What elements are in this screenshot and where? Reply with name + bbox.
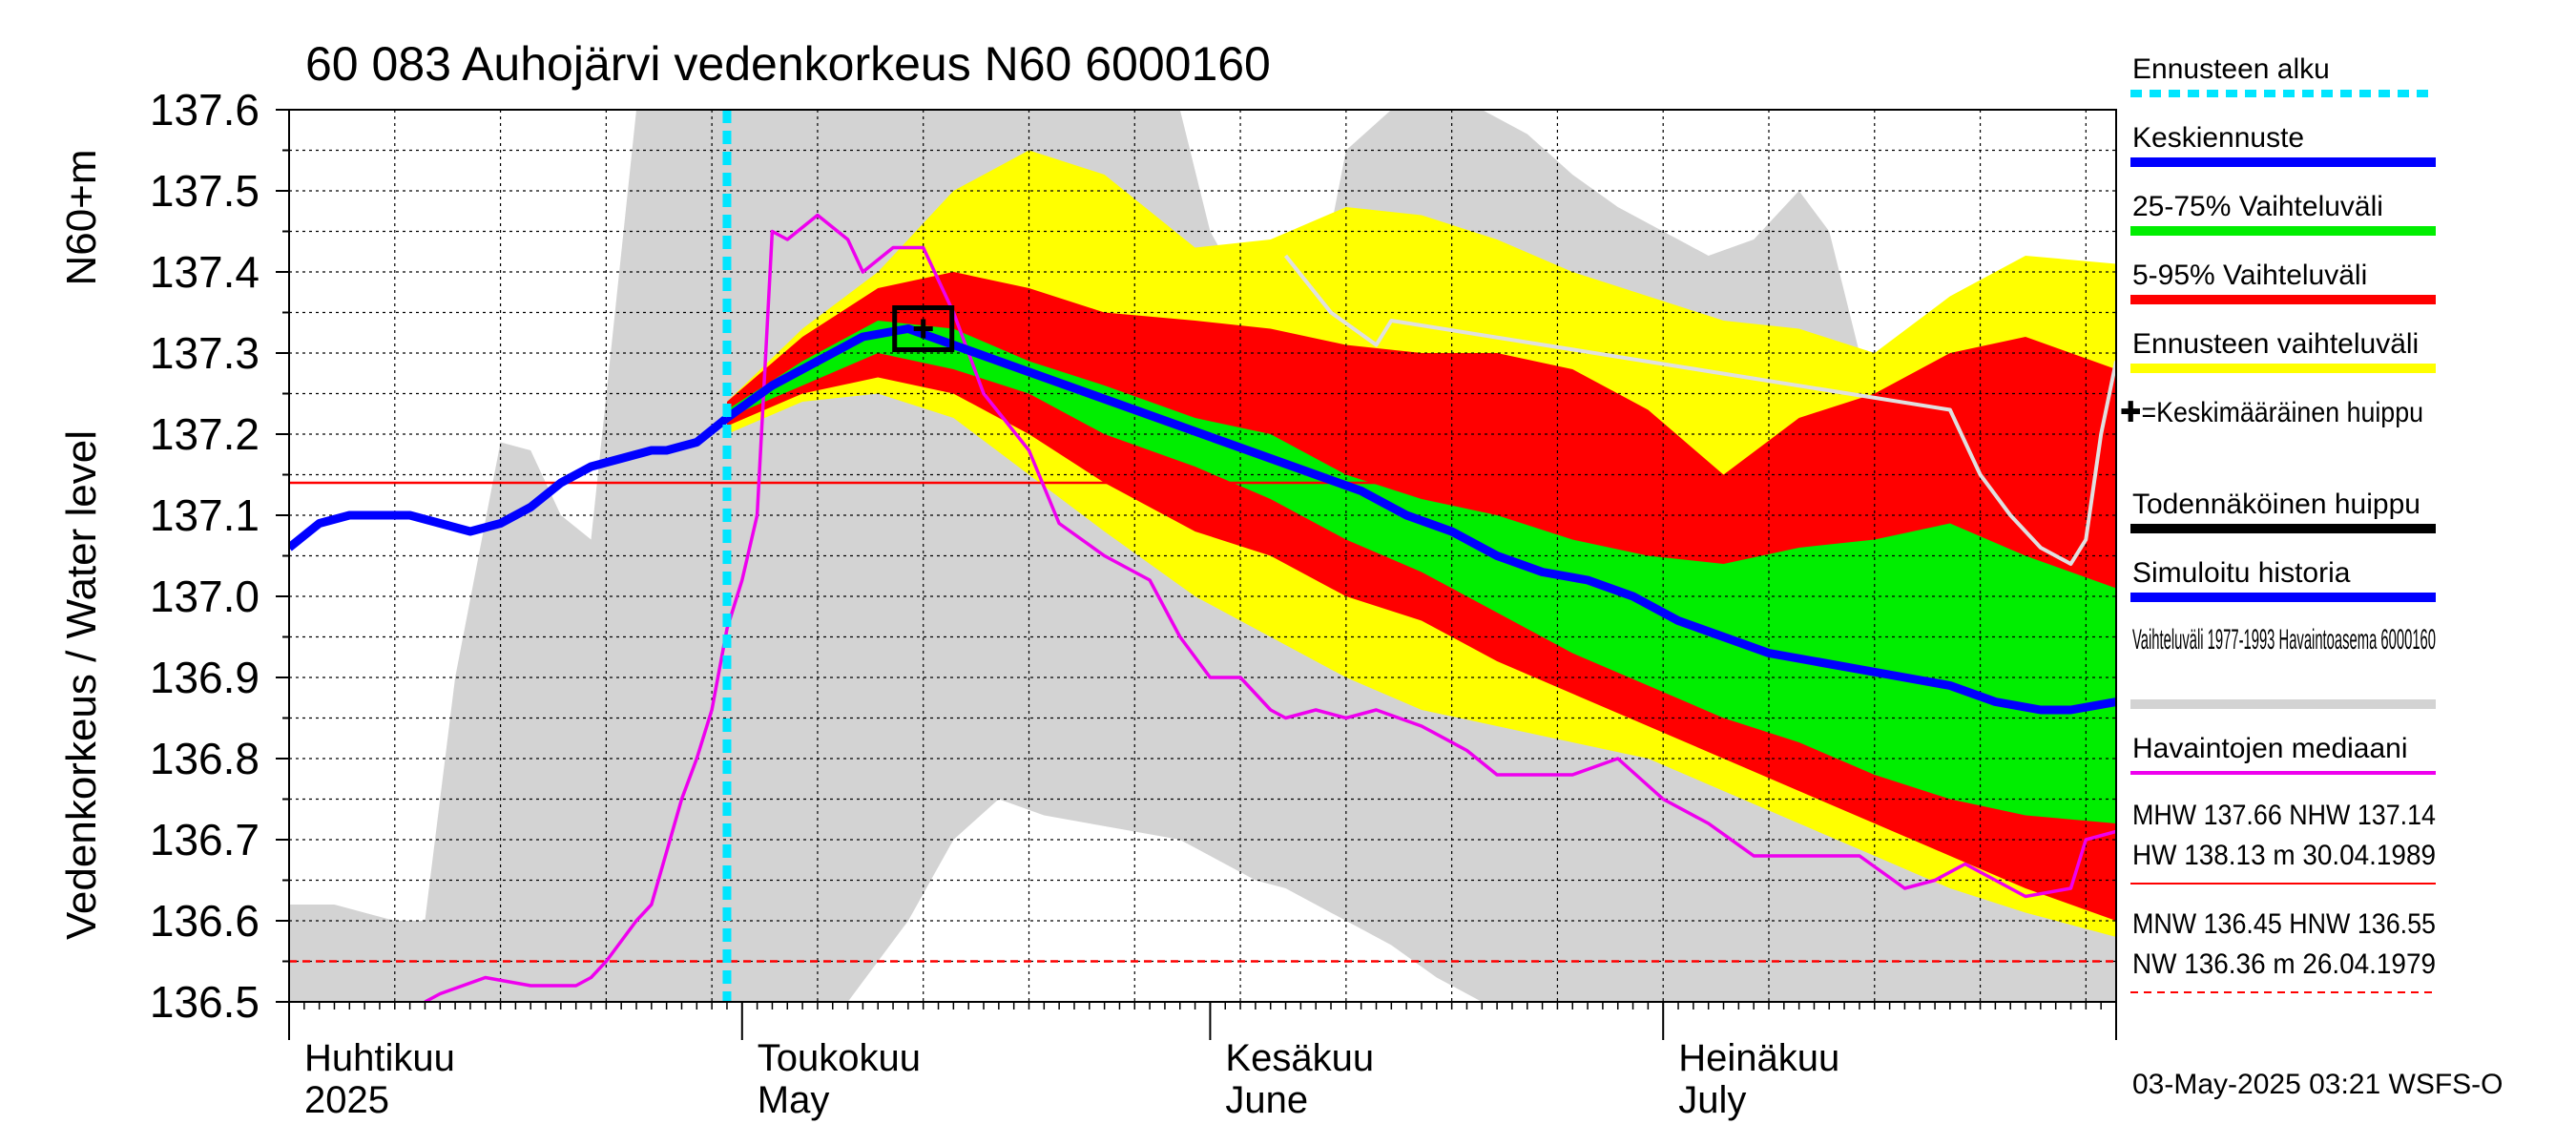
legend-label-forecast-start: Ennusteen alku bbox=[2132, 53, 2330, 85]
y-tick-label: 137.2 bbox=[150, 409, 260, 459]
legend-label-probable-peak: Todennäköinen huippu bbox=[2132, 489, 2420, 520]
x-month-label-en: July bbox=[1678, 1079, 1746, 1121]
y-tick-label: 137.6 bbox=[150, 85, 260, 135]
legend-label-simulated-history: Simuloitu historia bbox=[2132, 557, 2351, 589]
legend-label-observed-median: Havaintojen mediaani bbox=[2132, 733, 2408, 764]
grid-layer bbox=[289, 110, 2116, 1002]
x-month-label-en: June bbox=[1225, 1079, 1308, 1121]
y-axis-label: Vedenkorkeus / Water level bbox=[58, 430, 105, 940]
y-axis-unit-label: N60+m bbox=[58, 149, 105, 285]
simulated-history-line bbox=[289, 414, 730, 552]
stats-low-line-2: NW 136.36 m 26.04.1979 bbox=[2132, 948, 2436, 980]
y-tick-label: 137.4 bbox=[150, 247, 260, 297]
footer-timestamp: 03-May-2025 03:21 WSFS-O bbox=[2132, 1069, 2503, 1100]
x-month-label-fi: Heinäkuu bbox=[1678, 1037, 1839, 1079]
legend-label-25-75: 25-75% Vaihteluväli bbox=[2132, 191, 2383, 222]
x-month-label-fi: Kesäkuu bbox=[1225, 1037, 1374, 1079]
x-month-label-en: 2025 bbox=[304, 1079, 389, 1121]
mean-peak-marker bbox=[913, 319, 933, 339]
reference-lines-layer bbox=[289, 481, 2116, 963]
series-layer bbox=[289, 110, 2116, 1002]
x-month-label-fi: Toukokuu bbox=[758, 1037, 921, 1079]
legend: Ennusteen alku Keskiennuste 25-75% Vaiht… bbox=[2120, 53, 2436, 993]
plot-area bbox=[289, 110, 2116, 1002]
stats-low-line-1: MNW 136.45 HNW 136.55 bbox=[2132, 908, 2436, 940]
y-tick-label: 136.7 bbox=[150, 815, 260, 864]
chart-title: 60 083 Auhojärvi vedenkorkeus N60 600016… bbox=[305, 37, 1271, 91]
marker-layer bbox=[892, 305, 955, 352]
stats-high-line-2: HW 138.13 m 30.04.1989 bbox=[2132, 840, 2436, 871]
x-month-label-fi: Huhtikuu bbox=[304, 1037, 455, 1079]
legend-label-forecast-range: Ennusteen vaihteluväli bbox=[2132, 328, 2419, 360]
legend-label-history-range: Vaihteluväli 1977-1993 Havaintoasema 600… bbox=[2132, 624, 2436, 656]
legend-label-mean-peak: ✚=Keskimääräinen huippu bbox=[2120, 397, 2423, 428]
probable-peak-box bbox=[892, 305, 955, 352]
observed-median-line bbox=[424, 213, 2116, 1002]
y-tick-label: 137.5 bbox=[150, 166, 260, 216]
y-axis: 137.6 137.5 137.4 137.3 137.2 137.1 137.0 136.9… bbox=[150, 85, 289, 1027]
history-upper-envelope-line bbox=[1283, 254, 2116, 566]
y-tick-label: 136.5 bbox=[150, 977, 260, 1027]
y-tick-label: 136.6 bbox=[150, 896, 260, 946]
y-tick-label: 137.0 bbox=[150, 572, 260, 621]
mean-forecast-line bbox=[724, 324, 2116, 715]
x-month-label-en: May bbox=[758, 1079, 830, 1121]
y-tick-label: 136.9 bbox=[150, 653, 260, 702]
legend-label-5-95: 5-95% Vaihteluväli bbox=[2132, 260, 2367, 291]
y-tick-label: 137.1 bbox=[150, 490, 260, 540]
y-tick-label: 137.3 bbox=[150, 328, 260, 378]
stats-high-line-1: MHW 137.66 NHW 137.14 bbox=[2132, 800, 2436, 831]
y-tick-label: 136.8 bbox=[150, 734, 260, 783]
legend-label-mean-forecast: Keskiennuste bbox=[2132, 122, 2304, 154]
